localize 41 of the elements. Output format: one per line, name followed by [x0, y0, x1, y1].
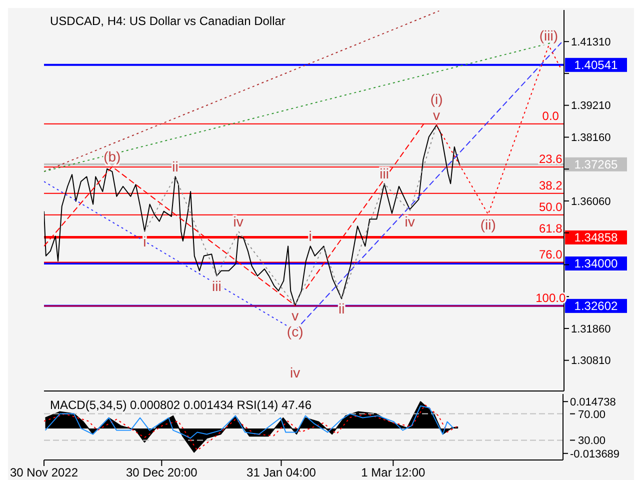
y2-tick-label: 70.00 — [578, 408, 606, 421]
annotation: iv — [404, 213, 415, 230]
annotation: (c) — [286, 323, 304, 340]
annotation: (iii) — [539, 28, 558, 44]
annotation: i — [143, 233, 146, 250]
annotation: iii — [380, 166, 389, 182]
y-tick-label: 1.41310 — [571, 36, 611, 48]
annotation: (ii) — [480, 216, 496, 232]
annotation: 50.0 — [538, 200, 563, 214]
y-tick-label: 0.014738 — [570, 396, 616, 408]
annotation: v — [433, 107, 440, 124]
annotation: (b) — [104, 148, 121, 165]
annotation: 61.8 — [538, 221, 563, 236]
y-tick-label: -0.013689 — [570, 448, 620, 460]
y-tick-label: 1.36060 — [571, 196, 611, 208]
y-tick-label: 1.31860 — [571, 323, 611, 336]
x-tick-label: 30 Dec 20:00 — [126, 466, 198, 480]
annotation: 0.0 — [542, 108, 560, 123]
y-tick-label: 1.38160 — [571, 132, 611, 144]
y-tick-label: 1.30810 — [571, 355, 611, 368]
annotation: v — [292, 307, 299, 324]
annotation: (i) — [430, 91, 443, 108]
chart-title: MACD(5,34,5) 0.000802 0.001434 RSI(14) 47.46 — [50, 398, 312, 412]
annotation: 23.6 — [538, 152, 563, 166]
annotation: iv — [290, 364, 300, 381]
annotation: 38.2 — [538, 178, 563, 192]
y-tick-label: 1.39210 — [571, 100, 611, 112]
chart-title: USDCAD, H4: US Dollar vs Canadian Dollar — [50, 14, 286, 28]
annotation: iii — [212, 278, 222, 294]
annotation: iv — [233, 213, 244, 230]
ref-line-label: 1.34858 — [574, 230, 618, 244]
ref-line-label: 1.32602 — [574, 298, 618, 313]
annotation: i — [308, 228, 312, 244]
x-tick-label: 31 Jan 04:00 — [246, 466, 316, 480]
x-tick-label: 1 Mar 12:00 — [361, 466, 426, 480]
ref-line-label: 1.37265 — [574, 157, 618, 172]
ref-line-label: 1.34000 — [574, 256, 618, 270]
annotation: 76.0 — [538, 247, 563, 262]
x-tick-label: 30 Nov 2022 — [10, 466, 78, 480]
ref-line-label: 1.40541 — [574, 58, 618, 72]
y2-tick-label: 30.00 — [578, 435, 606, 448]
